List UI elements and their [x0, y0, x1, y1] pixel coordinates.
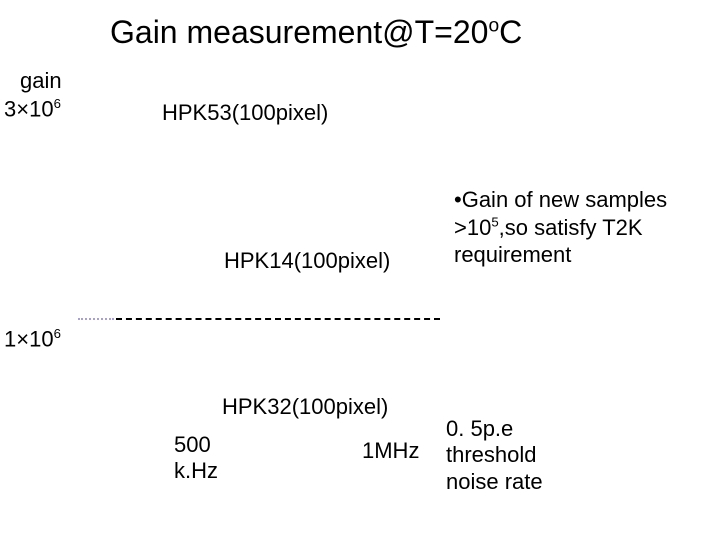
axis-gain-label: gain	[20, 68, 62, 94]
series-hpk14-label: HPK14(100pixel)	[224, 248, 390, 274]
bullet-block: •Gain of new samples >105,so satisfy T2K…	[454, 186, 667, 269]
bullet-l2-pre: >10	[454, 215, 491, 240]
freq-khz-unit: k.Hz	[174, 458, 218, 483]
page-title: Gain measurement@T=20oC	[110, 14, 522, 51]
noise-l3: noise rate	[446, 469, 543, 494]
title-post: C	[499, 14, 522, 50]
tick1-exp: 6	[54, 326, 61, 341]
noise-l1: 0. 5p.e	[446, 416, 513, 441]
tick1-coef: 1×10	[4, 326, 54, 351]
ref-line-seg2	[116, 318, 440, 320]
bullet-l2-post: ,so satisfy T2K	[499, 215, 643, 240]
noise-annotation: 0. 5p.e threshold noise rate	[446, 416, 543, 495]
series-hpk32-label: HPK32(100pixel)	[222, 394, 388, 420]
freq-1mhz: 1MHz	[362, 438, 419, 464]
axis-tick-3e6: 3×106	[4, 96, 61, 123]
freq-500khz: 500 k.Hz	[174, 432, 218, 485]
freq-khz-val: 500	[174, 432, 211, 457]
title-pre: Gain measurement@T=20	[110, 14, 488, 50]
ref-line-seg1	[78, 318, 114, 320]
tick3-coef: 3×10	[4, 96, 54, 121]
title-degree-sup: o	[488, 15, 499, 36]
noise-l2: threshold	[446, 442, 537, 467]
axis-tick-1e6: 1×106	[4, 326, 61, 353]
bullet-l1: •Gain of new samples	[454, 187, 667, 212]
bullet-l2-exp: 5	[491, 214, 498, 229]
series-hpk53-label: HPK53(100pixel)	[162, 100, 328, 126]
tick3-exp: 6	[54, 96, 61, 111]
bullet-l3: requirement	[454, 242, 571, 267]
